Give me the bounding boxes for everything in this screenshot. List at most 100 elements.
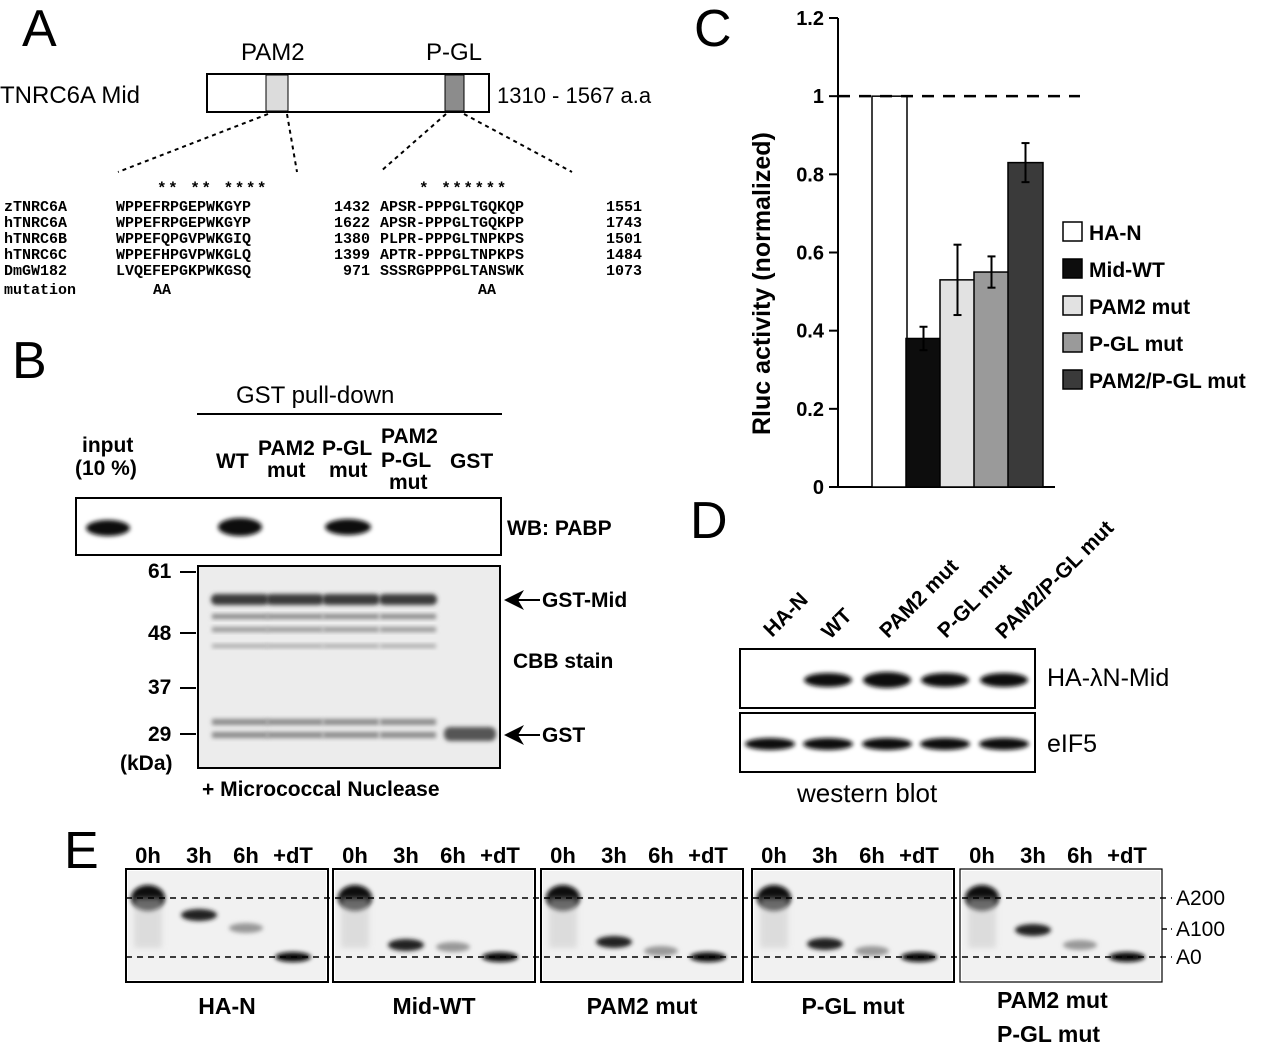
- gst-mid-band: [266, 594, 324, 605]
- band-3h: [807, 938, 843, 950]
- pulldown-title: GST pull-down: [236, 382, 394, 409]
- polya-gels: 0h 3h 6h +dT HA-N 0h 3h 6h +dT Mid-WT 0h 3h 6h +dT PAM…: [125, 843, 1172, 1019]
- wb-lane-wt: WT: [817, 604, 856, 643]
- lane-label-pgl-line2: mut: [329, 459, 368, 482]
- gst-mid-arrow-icon: [504, 590, 524, 610]
- band-3h: [596, 936, 632, 948]
- legend-swatch: [1062, 369, 1083, 390]
- gel-group: 0h 3h 6h +dT PAM2 mut: [540, 843, 744, 1019]
- marker-61: 61: [148, 560, 172, 583]
- legend-label: PAM2/P-GL mut: [1089, 370, 1246, 393]
- bar: [871, 95, 908, 488]
- band-6h: [229, 923, 263, 933]
- pgl-sequence: SSSRGPPPGLTANSWK: [380, 263, 524, 280]
- lower-band: [380, 719, 436, 725]
- smear-0h: [341, 898, 369, 948]
- band-6h: [855, 946, 889, 956]
- legend-label: Mid-WT: [1089, 259, 1165, 282]
- time-label: 3h: [186, 843, 212, 868]
- time-label: 6h: [233, 843, 259, 868]
- kda-unit-label: (kDa): [120, 752, 173, 775]
- eif5-band: [803, 738, 853, 750]
- pam2-sequence: WPPEFRPGEPWKGYP: [116, 199, 251, 216]
- pam2-sequence: WPPEFHPGVPWKGLQ: [116, 247, 251, 264]
- minor-band: [267, 644, 323, 648]
- align-name: DmGW182: [4, 263, 67, 280]
- align-name: hTNRC6B: [4, 231, 67, 248]
- time-label: +dT: [480, 843, 520, 868]
- minor-band: [380, 627, 436, 632]
- pam2-motif-box: [265, 74, 289, 112]
- panel-a: A PAM2 P-GL TNRC6A Mid 1310 - 1567 a.a *…: [0, 0, 652, 299]
- panel-b-letter: B: [12, 332, 47, 390]
- gst-mid-band: [322, 594, 380, 605]
- band-3h: [388, 939, 424, 951]
- pgl-motif-label: P-GL: [426, 39, 482, 66]
- gel-group: 0h 3h 6h +dT HA-N: [125, 843, 329, 1019]
- group-label: Mid-WT: [392, 993, 475, 1019]
- panel-b: B GST pull-down input (10 %) WT PAM2 mut…: [12, 332, 627, 801]
- group-label: P-GL mut: [801, 993, 904, 1019]
- ha-mid-band: [863, 672, 911, 688]
- time-label: 0h: [969, 843, 995, 868]
- bar: [973, 271, 1010, 488]
- lower-band: [267, 719, 323, 725]
- legend-swatch: [1062, 332, 1083, 353]
- lane-label-pam2-line1: PAM2: [258, 437, 315, 460]
- time-label: 6h: [859, 843, 885, 868]
- y-tick-label: 0.8: [796, 164, 824, 186]
- pgl-sequence: APSR-PPPGLTGQKQP: [380, 199, 524, 216]
- minor-band: [323, 614, 379, 619]
- pam2-residue-number: 1432: [334, 199, 370, 216]
- marker-29: 29: [148, 723, 171, 746]
- pam2-residue-number: 971: [343, 263, 370, 280]
- protein-label: TNRC6A Mid: [0, 82, 140, 109]
- marker-a100: A100: [1176, 918, 1225, 941]
- gst-label: GST: [542, 724, 585, 747]
- minor-band: [267, 627, 323, 632]
- panel-c-letter: C: [694, 0, 732, 58]
- gst-mid-label: GST-Mid: [542, 589, 627, 612]
- gst-band: [444, 727, 496, 741]
- eif5-band: [862, 738, 912, 750]
- time-label: 6h: [1067, 843, 1093, 868]
- y-tick-label: 0.4: [796, 321, 825, 343]
- eif5-band: [745, 738, 795, 750]
- pabp-band-pgl: [325, 519, 371, 535]
- band-3h: [1015, 924, 1051, 936]
- band-3h: [181, 909, 217, 921]
- time-label: 3h: [393, 843, 419, 868]
- time-label: 0h: [342, 843, 368, 868]
- gel-group: 0h 3h 6h +dT: [959, 843, 1163, 983]
- zoom-line-pgl-right: [463, 113, 573, 173]
- panel-a-letter: A: [22, 0, 57, 58]
- marker-48: 48: [148, 622, 172, 645]
- panel-d-letter: D: [690, 492, 728, 550]
- group-label-5-line2: P-GL mut: [997, 1021, 1100, 1047]
- y-tick-label: 1.2: [796, 8, 824, 30]
- lane-label-double-line1: PAM2: [381, 425, 438, 448]
- cbb-stain-label: CBB stain: [513, 650, 613, 673]
- pgl-residue-number: 1501: [606, 231, 642, 248]
- pam2-sequence: WPPEFQPGVPWKGIQ: [116, 231, 251, 248]
- gst-mid-band: [211, 594, 269, 605]
- panel-e-letter: E: [64, 822, 99, 880]
- gst-mid-band: [379, 594, 437, 605]
- pgl-residue-number: 1073: [606, 263, 642, 280]
- lower-band: [267, 732, 323, 738]
- input-lane-label: input: [82, 434, 133, 457]
- time-label: 0h: [135, 843, 161, 868]
- pgl-sequence: APSR-PPPGLTGQKPP: [380, 215, 524, 232]
- legend-swatch: [1062, 221, 1083, 242]
- minor-band: [323, 644, 379, 648]
- pam2-conservation-stars: ** ** ****: [157, 180, 268, 198]
- bar-chart: 0 0.2 0.4 0.6 0.8 1 1.2: [796, 8, 1080, 499]
- band-dt: [690, 952, 726, 962]
- protein-domain-bar: [206, 73, 490, 113]
- lane-label-double-line2: P-GL: [381, 449, 431, 472]
- marker-a200: A200: [1176, 887, 1225, 910]
- eif5-band-label: eIF5: [1047, 730, 1097, 758]
- lower-band: [380, 732, 436, 738]
- wb-lane-ha-n: HA-N: [759, 588, 812, 641]
- align-name: zTNRC6A: [4, 199, 67, 216]
